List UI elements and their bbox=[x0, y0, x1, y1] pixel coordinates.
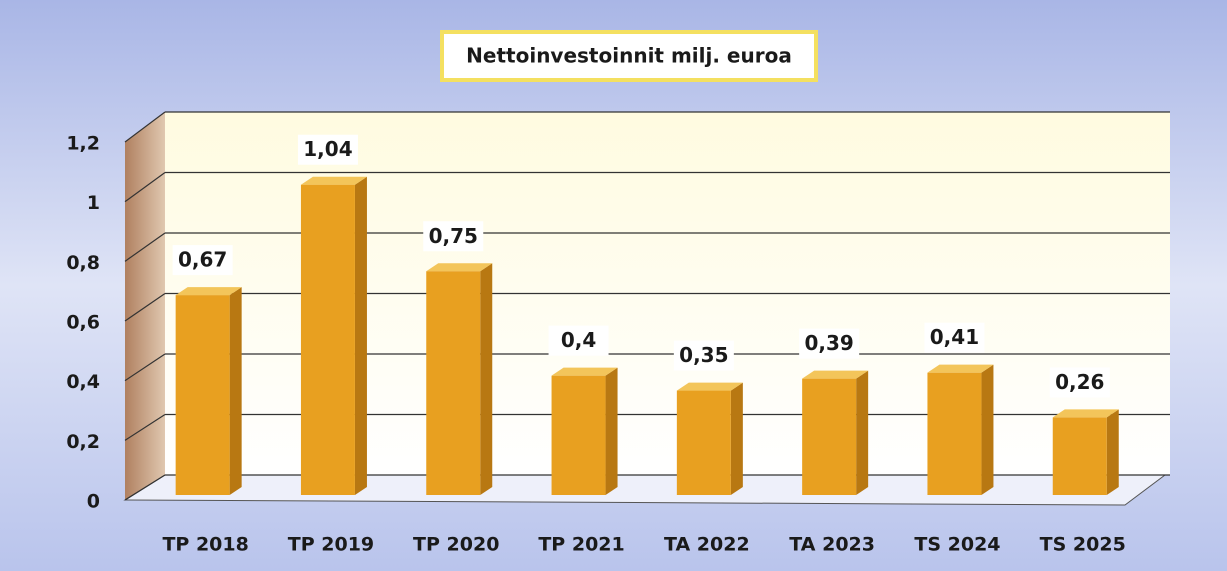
bar-top bbox=[175, 287, 242, 296]
grid-line bbox=[124, 293, 166, 322]
x-tick-label: TP 2019 bbox=[288, 534, 374, 556]
bar bbox=[802, 378, 857, 495]
value-label: 0,39 bbox=[804, 331, 853, 355]
y-tick-label: 0,6 bbox=[66, 312, 100, 334]
grid-line bbox=[124, 172, 166, 203]
value-label-box bbox=[548, 325, 609, 356]
y-tick-label: 0,8 bbox=[66, 252, 100, 274]
value-label: 0,26 bbox=[1055, 370, 1104, 394]
bar bbox=[927, 372, 982, 495]
bar-top bbox=[426, 263, 493, 272]
bar-top bbox=[300, 176, 367, 185]
value-label-box bbox=[924, 322, 985, 353]
bar-side bbox=[229, 287, 242, 495]
value-label-box bbox=[799, 328, 860, 359]
bar-top bbox=[802, 370, 869, 379]
grid-line bbox=[124, 474, 166, 501]
x-tick-label: TS 2024 bbox=[914, 534, 1000, 556]
value-label: 0,35 bbox=[679, 343, 728, 367]
grid-line bbox=[124, 111, 166, 143]
x-tick-label: TP 2018 bbox=[162, 534, 248, 556]
grid-line bbox=[124, 232, 166, 262]
chart-title: Nettoinvestoinnit milj. euroa bbox=[466, 44, 792, 68]
x-tick-label: TA 2023 bbox=[789, 534, 875, 556]
y-tick-label: 0,2 bbox=[66, 431, 100, 453]
title-box bbox=[440, 30, 818, 82]
bar-top bbox=[927, 364, 994, 373]
bar-side bbox=[354, 176, 367, 495]
bar-top bbox=[1052, 409, 1119, 418]
bar bbox=[1052, 417, 1107, 495]
value-label: 1,04 bbox=[303, 137, 352, 161]
bar-top bbox=[676, 382, 743, 391]
bar bbox=[676, 390, 731, 495]
bar-side bbox=[480, 263, 493, 495]
grid-line bbox=[124, 353, 166, 382]
bar bbox=[551, 375, 606, 495]
y-tick-label: 1 bbox=[87, 192, 100, 214]
bar-top bbox=[551, 367, 618, 376]
floor bbox=[123, 474, 1167, 506]
y-tick-label: 1,2 bbox=[66, 133, 100, 155]
value-label-box bbox=[1049, 367, 1110, 398]
side-wall bbox=[125, 112, 165, 500]
x-tick-label: TS 2025 bbox=[1040, 534, 1126, 556]
y-tick-label: 0 bbox=[87, 491, 100, 513]
value-label-box bbox=[423, 221, 484, 252]
value-label: 0,41 bbox=[930, 325, 979, 349]
bar-side bbox=[981, 364, 994, 495]
bar bbox=[300, 184, 355, 495]
bar-side bbox=[856, 370, 869, 495]
x-tick-label: TA 2022 bbox=[664, 534, 750, 556]
grid-line bbox=[124, 413, 166, 441]
bar-side bbox=[1106, 409, 1119, 495]
x-tick-label: TP 2020 bbox=[413, 534, 499, 556]
x-tick-label: TP 2021 bbox=[538, 534, 624, 556]
bar-side bbox=[605, 367, 618, 495]
value-label: 0,4 bbox=[561, 328, 596, 352]
bar bbox=[175, 295, 230, 495]
value-label: 0,75 bbox=[429, 224, 478, 248]
bar-side bbox=[730, 382, 743, 495]
bar bbox=[426, 271, 481, 495]
value-label-box bbox=[172, 245, 233, 276]
value-label: 0,67 bbox=[178, 248, 227, 272]
value-label-box bbox=[297, 134, 358, 165]
y-tick-label: 0,4 bbox=[66, 371, 100, 393]
value-label-box bbox=[673, 340, 734, 371]
